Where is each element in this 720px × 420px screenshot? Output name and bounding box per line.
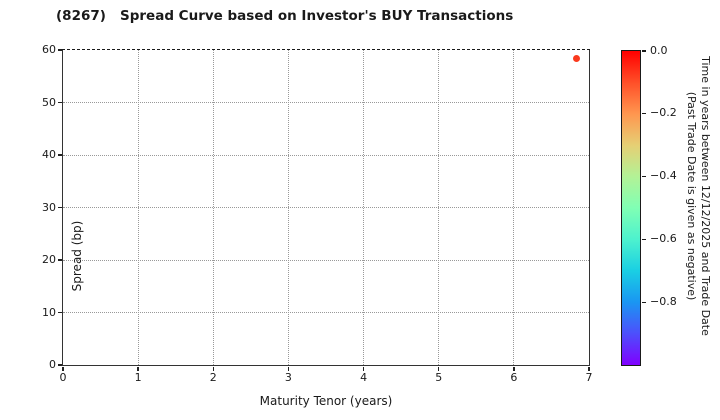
x-tick-label: 5 xyxy=(435,371,443,384)
colorbar-tick-mark xyxy=(641,301,646,303)
x-tick-mark xyxy=(362,366,365,371)
y-gridline xyxy=(63,207,589,208)
colorbar: 0.0 −0.2 −0.4 −0.6 −0.8 xyxy=(621,44,677,366)
x-tick-mark xyxy=(588,366,590,371)
y-gridline xyxy=(63,312,589,313)
y-tick-mark xyxy=(57,259,62,261)
top-spine xyxy=(61,48,591,51)
colorbar-tick-mark xyxy=(641,238,646,241)
colorbar-tick-label: −0.6 xyxy=(650,231,677,245)
x-tick-label: 0 xyxy=(59,371,67,384)
plot-area: 0 1 2 3 4 5 6 7 0 10 20 30 40 50 60 Maturity Tenor (ye… xyxy=(42,43,593,408)
colorbar-tick-mark xyxy=(641,113,646,115)
x-tick-mark xyxy=(137,366,139,371)
colorbar-label-line1: Time in years between 12/12/2025 and Tra… xyxy=(699,56,712,336)
y-tick-mark xyxy=(57,206,62,209)
y-tick-label: 40 xyxy=(42,148,56,161)
y-gridline xyxy=(63,154,589,156)
colorbar-tick-label: −0.2 xyxy=(650,106,677,120)
y-tick-mark xyxy=(57,311,62,314)
y-tick-label: 30 xyxy=(42,200,56,214)
y-tick-label: 50 xyxy=(42,95,56,109)
colorbar-label-line2: (Past Trade Date is given as negative) xyxy=(685,91,698,301)
chart-title: (8267) Spread Curve based on Investor's … xyxy=(56,8,514,24)
x-tick-mark xyxy=(62,366,64,371)
y-tick-mark xyxy=(57,364,62,366)
y-tick-mark xyxy=(57,49,62,51)
y-tick-label: 20 xyxy=(42,253,56,266)
colorbar-tick-mark xyxy=(641,175,646,178)
scatter-point xyxy=(572,55,580,63)
x-tick-label: 7 xyxy=(585,371,593,384)
x-tick-mark xyxy=(513,366,515,371)
y-axis-label: Spread (bp) xyxy=(70,220,84,292)
plot-inner: 0 1 2 3 4 5 6 7 0 10 20 30 40 50 60 xyxy=(42,43,593,384)
x-tick-label: 4 xyxy=(360,371,368,384)
y-tick-mark xyxy=(57,154,62,156)
x-tick-label: 1 xyxy=(134,371,142,384)
y-tick-label: 10 xyxy=(42,305,56,319)
colorbar-label: Time in years between 12/12/2025 and Tra… xyxy=(682,16,712,376)
x-tick-mark xyxy=(437,366,440,371)
colorbar-tick-label: −0.4 xyxy=(650,169,677,183)
x-tick-mark xyxy=(212,366,215,371)
y-tick-label: 60 xyxy=(42,43,56,56)
y-tick-label: 0 xyxy=(49,358,56,371)
x-tick-label: 3 xyxy=(284,371,292,384)
y-gridline xyxy=(63,259,589,261)
x-axis-label: Maturity Tenor (years) xyxy=(259,394,393,408)
x-tick-label: 6 xyxy=(510,371,518,384)
y-tick-mark xyxy=(57,101,62,104)
x-tick-label: 2 xyxy=(209,371,217,384)
colorbar-tick-mark xyxy=(641,50,646,52)
colorbar-tick-label: 0.0 xyxy=(650,43,668,57)
colorbar-tick-label: −0.8 xyxy=(650,294,677,308)
y-gridline xyxy=(63,102,589,103)
x-tick-mark xyxy=(287,366,290,371)
